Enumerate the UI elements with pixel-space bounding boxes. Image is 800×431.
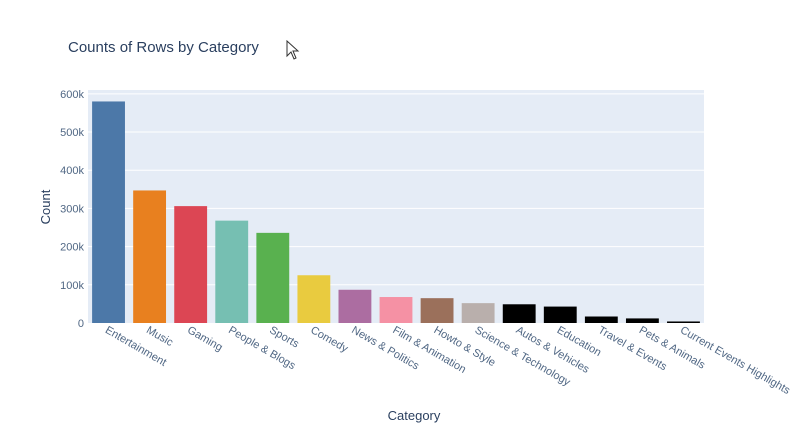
y-axis-ticks: 0 100k 200k 300k 400k 500k 600k [60,89,84,330]
bar[interactable] [215,220,249,323]
y-tick-label: 600k [60,89,84,101]
bar[interactable] [584,316,618,323]
bar[interactable] [256,232,290,323]
x-tick-label: Music [144,324,175,349]
y-tick-label: 200k [60,242,84,254]
bar[interactable] [667,321,700,323]
bar[interactable] [543,306,577,323]
bar[interactable] [133,190,167,323]
y-tick-label: 500k [60,127,84,139]
bar[interactable] [461,303,495,323]
bar[interactable] [174,206,208,323]
y-tick-label: 400k [60,165,84,177]
y-tick-label: 0 [78,318,84,330]
mouse-cursor-icon [286,40,300,60]
x-axis-title: Category [388,408,441,423]
bar[interactable] [297,275,331,323]
y-axis-title: Count [38,189,53,224]
chart-title: Counts of Rows by Category [68,39,259,56]
x-tick-label: Travel & Events [596,324,669,373]
bar[interactable] [379,297,413,323]
x-tick-label: Gaming [185,324,224,354]
y-tick-label: 300k [60,203,84,215]
bar[interactable] [338,289,372,323]
bar[interactable] [502,304,536,323]
bar[interactable] [625,318,659,323]
bars [92,101,700,323]
x-tick-label: Comedy [308,324,350,355]
bar[interactable] [92,101,125,323]
y-tick-label: 100k [60,280,84,292]
bar[interactable] [420,298,454,323]
